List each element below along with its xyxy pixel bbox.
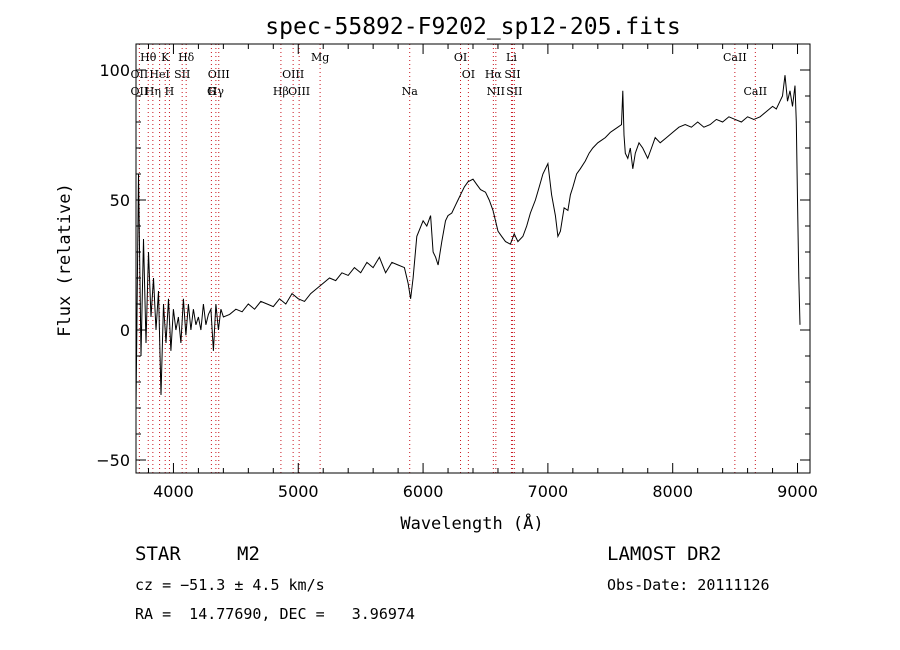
- line-label: OIII: [208, 68, 230, 81]
- line-label: HeI: [149, 68, 169, 81]
- obs-date: Obs-Date: 20111126: [607, 576, 770, 594]
- line-label: OIII: [288, 85, 310, 98]
- line-label: CaII: [743, 85, 767, 98]
- line-label: OII: [131, 68, 149, 81]
- line-label: Li: [506, 51, 517, 64]
- line-label: SII: [174, 68, 190, 81]
- x-tick-label: 7000: [528, 482, 569, 501]
- survey-name: LAMOST DR2: [607, 543, 722, 565]
- line-label: CaII: [723, 51, 747, 64]
- y-tick-label: 0: [120, 321, 130, 340]
- object-subclass: M2: [237, 543, 260, 565]
- line-label: OI: [462, 68, 475, 81]
- chart-title: spec-55892-F9202_sp12-205.fits: [265, 14, 680, 40]
- plot-frame: [135, 43, 811, 474]
- line-label: Hγ: [208, 85, 225, 98]
- line-label: Mg: [311, 51, 329, 64]
- y-axis-label: Flux (relative): [55, 183, 75, 337]
- spectrum-line: [135, 75, 801, 409]
- line-label: H: [165, 85, 175, 98]
- plot-axes: [135, 43, 811, 474]
- x-tick-label: 9000: [777, 482, 818, 501]
- x-tick-label: 5000: [278, 482, 319, 501]
- line-label: Hδ: [178, 51, 195, 64]
- y-axis-ticks: −50 0 50 100: [96, 61, 810, 470]
- line-label: K: [161, 51, 170, 64]
- y-tick-label: 50: [110, 191, 130, 210]
- line-label: SII: [506, 85, 522, 98]
- redshift-cz: cz = −51.3 ± 4.5 km/s: [135, 576, 325, 594]
- line-label: NII: [487, 85, 505, 98]
- line-label: OI: [454, 51, 467, 64]
- line-label: Hα: [485, 68, 503, 81]
- line-markers: [138, 44, 756, 473]
- line-label: Hβ: [273, 85, 289, 98]
- coordinates: RA = 14.77690, DEC = 3.96974: [135, 605, 415, 623]
- x-tick-label: 4000: [153, 482, 194, 501]
- line-label: OII: [131, 85, 149, 98]
- object-class: STAR: [135, 543, 181, 565]
- x-tick-label: 8000: [652, 482, 693, 501]
- line-label: Hθ: [140, 51, 157, 64]
- line-label: Hη: [145, 85, 161, 98]
- x-axis-ticks: 4000 5000 6000 7000 8000 9000: [147, 44, 818, 501]
- line-label: SII: [504, 68, 520, 81]
- y-tick-label: 100: [99, 61, 130, 80]
- line-label: OIII: [282, 68, 304, 81]
- line-label: G: [207, 85, 216, 98]
- line-label: Na: [402, 85, 419, 98]
- y-tick-label: −50: [96, 451, 130, 470]
- x-tick-label: 6000: [403, 482, 444, 501]
- x-axis-label: Wavelength (Å): [400, 512, 543, 534]
